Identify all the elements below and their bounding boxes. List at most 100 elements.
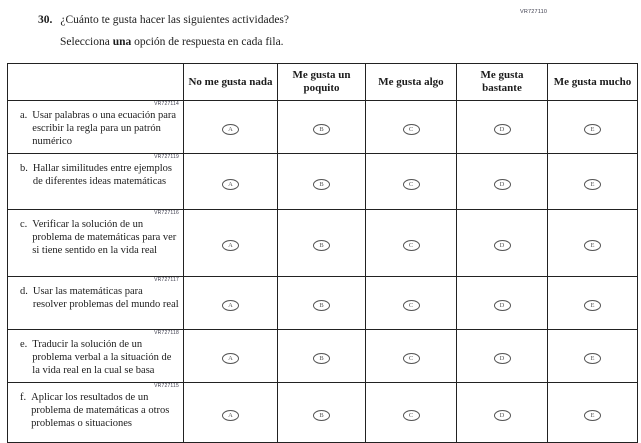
answer-bubble-e[interactable]: E: [584, 300, 601, 311]
answer-bubble-c[interactable]: C: [402, 300, 420, 311]
row-letter: c.: [20, 219, 28, 230]
answer-bubble-a[interactable]: A: [222, 409, 239, 421]
question-text: ¿Cuánto te gusta hacer las siguientes ac…: [60, 14, 290, 26]
answer-bubble-d[interactable]: D: [493, 124, 511, 135]
row-code: VR727116: [154, 210, 179, 216]
table-row: VR727118 e. Traducir la solución de un pr…: [7, 329, 638, 383]
answer-cell: B: [277, 329, 366, 383]
column-header-me-gusta-mucho: Me gusta mucho: [547, 63, 638, 101]
activities-table: No me gusta nada Me gusta un poquito Me …: [7, 63, 638, 443]
corner-cell: [7, 63, 184, 101]
answer-cell: A: [183, 329, 278, 383]
answer-cell: A: [183, 276, 278, 330]
row-letter: f.: [20, 392, 27, 403]
answer-bubble-a[interactable]: A: [222, 124, 239, 135]
instruction-bold: una: [112, 35, 132, 48]
answer-bubble-b[interactable]: B: [313, 240, 330, 251]
instruction-text: Selecciona una opción de respuesta en ca…: [60, 35, 518, 49]
answer-cell: D: [456, 153, 548, 210]
table-row: VR727116 c. Verificar la solución de un p…: [7, 209, 638, 277]
question-block: 30. ¿Cuánto te gusta hacer las siguiente…: [38, 14, 518, 49]
answer-cell: E: [547, 276, 638, 330]
row-letter: e.: [20, 339, 28, 350]
answer-bubble-c[interactable]: C: [402, 240, 420, 251]
column-header-me-gusta-un-poquito: Me gusta un poquito: [277, 63, 366, 101]
row-text: Hallar similitudes entre ejemplos de dif…: [32, 163, 172, 188]
answer-cell: C: [365, 276, 457, 330]
answer-cell: B: [277, 100, 366, 154]
row-label-cell: VR727116 c. Verificar la solución de un p…: [7, 209, 184, 277]
table-row: VR727117 d. Usar las matemáticas para res…: [7, 276, 638, 330]
answer-bubble-c[interactable]: C: [402, 178, 420, 190]
column-header-no-me-gusta-nada: No me gusta nada: [183, 63, 278, 101]
answer-bubble-e[interactable]: E: [584, 353, 601, 364]
answer-bubble-e[interactable]: E: [584, 240, 601, 251]
answer-cell: D: [456, 100, 548, 154]
instruction-suffix: opción de respuesta en cada fila.: [131, 35, 284, 48]
answer-bubble-c[interactable]: C: [402, 124, 420, 135]
column-header-me-gusta-algo: Me gusta algo: [365, 63, 457, 101]
table-row: VR727115 f. Aplicar los resultados de un …: [7, 382, 638, 443]
answer-cell: E: [547, 153, 638, 210]
row-code: VR727118: [154, 330, 179, 336]
answer-cell: E: [547, 382, 638, 443]
row-code: VR727117: [154, 277, 179, 283]
answer-cell: C: [365, 153, 457, 210]
question-number: 30.: [38, 14, 53, 26]
row-code: VR727119: [154, 154, 179, 160]
row-label-cell: VR727118 e. Traducir la solución de un pr…: [7, 329, 184, 383]
row-text: Aplicar los resultados de un problema de…: [31, 392, 170, 430]
row-code: VR727114: [154, 101, 179, 107]
table-row: VR727119 b. Hallar similitudes entre ejem…: [7, 153, 638, 210]
answer-bubble-b[interactable]: B: [313, 409, 330, 421]
answer-cell: E: [547, 100, 638, 154]
row-text: Usar las matemáticas para resolver probl…: [32, 286, 179, 311]
answer-cell: C: [365, 100, 457, 154]
row-text: Usar palabras o una ecuación para escrib…: [32, 110, 177, 148]
row-text: Verificar la solución de un problema de …: [32, 219, 177, 257]
answer-bubble-a[interactable]: A: [222, 353, 239, 364]
table-row: VR727114 a. Usar palabras o una ecuación …: [7, 100, 638, 154]
row-code: VR727115: [154, 383, 179, 389]
row-label-cell: VR727115 f. Aplicar los resultados de un …: [7, 382, 184, 443]
answer-cell: E: [547, 209, 638, 277]
answer-cell: C: [365, 209, 457, 277]
answer-bubble-b[interactable]: B: [313, 353, 330, 364]
instruction-prefix: Selecciona: [60, 35, 113, 48]
answer-bubble-a[interactable]: A: [222, 300, 239, 311]
answer-bubble-d[interactable]: D: [493, 300, 511, 311]
answer-bubble-b[interactable]: B: [313, 178, 330, 190]
answer-bubble-d[interactable]: D: [493, 178, 511, 190]
answer-bubble-e[interactable]: E: [584, 409, 601, 421]
row-label-cell: VR727114 a. Usar palabras o una ecuación …: [7, 100, 184, 154]
answer-bubble-e[interactable]: E: [584, 124, 601, 135]
answer-cell: A: [183, 100, 278, 154]
form-code: VR727110: [520, 9, 548, 15]
answer-bubble-c[interactable]: C: [402, 409, 420, 421]
header-row: No me gusta nada Me gusta un poquito Me …: [7, 63, 638, 101]
answer-bubble-a[interactable]: A: [222, 240, 239, 251]
column-header-me-gusta-bastante: Me gusta bastante: [456, 63, 548, 101]
answer-cell: A: [183, 382, 278, 443]
answer-bubble-b[interactable]: B: [313, 300, 330, 311]
answer-cell: E: [547, 329, 638, 383]
answer-bubble-b[interactable]: B: [313, 124, 330, 135]
answer-bubble-c[interactable]: C: [402, 353, 420, 364]
answer-cell: D: [456, 382, 548, 443]
answer-cell: A: [183, 209, 278, 277]
answer-bubble-e[interactable]: E: [584, 178, 601, 190]
answer-bubble-a[interactable]: A: [222, 178, 239, 190]
row-label-cell: VR727117 d. Usar las matemáticas para res…: [7, 276, 184, 330]
row-letter: b.: [20, 163, 28, 174]
answer-cell: D: [456, 276, 548, 330]
answer-cell: B: [277, 276, 366, 330]
answer-cell: C: [365, 382, 457, 443]
answer-bubble-d[interactable]: D: [493, 240, 511, 251]
answer-bubble-d[interactable]: D: [493, 353, 511, 364]
row-label-cell: VR727119 b. Hallar similitudes entre ejem…: [7, 153, 184, 210]
row-letter: a.: [20, 110, 28, 121]
answer-cell: B: [277, 382, 366, 443]
row-letter: d.: [20, 286, 28, 297]
answer-cell: A: [183, 153, 278, 210]
answer-bubble-d[interactable]: D: [493, 409, 511, 421]
